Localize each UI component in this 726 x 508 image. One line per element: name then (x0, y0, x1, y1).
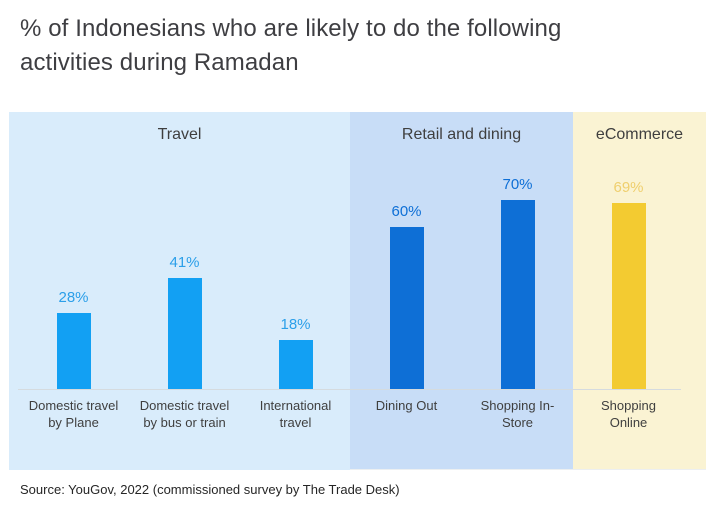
category-label-1: Domestic travel by bus or train (139, 398, 230, 430)
bar-2 (278, 340, 313, 389)
value-label-2: 18% (280, 316, 311, 333)
chart-title-line2: activities during Ramadan (20, 49, 299, 76)
bar-3 (389, 227, 424, 389)
category-label-5: Shopping Online (601, 398, 656, 430)
bar-0 (56, 313, 91, 389)
category-label-3: Dining Out (375, 398, 438, 413)
chart-title: % of Indonesians who are likely to do th… (20, 12, 700, 80)
section-panel-1 (350, 112, 573, 470)
value-label-0: 28% (58, 289, 89, 306)
category-label-2: International travel (259, 398, 332, 430)
section-header-2: eCommerce (595, 126, 684, 143)
chart-title-line1: % of Indonesians who are likely to do th… (20, 15, 562, 42)
x-axis-line (18, 389, 681, 390)
value-label-4: 70% (502, 176, 533, 193)
section-header-1: Retail and dining (401, 126, 522, 143)
bar-4 (500, 200, 535, 389)
source-note: Source: YouGov, 2022 (commissioned surve… (20, 482, 400, 497)
bar-5 (611, 203, 646, 389)
value-label-5: 69% (613, 179, 644, 196)
value-label-1: 41% (169, 254, 200, 271)
bar-1 (167, 278, 202, 389)
section-header-0: Travel (157, 126, 202, 143)
panel-bottom-hairline (350, 469, 706, 470)
value-label-3: 60% (391, 203, 422, 220)
category-label-0: Domestic travel by Plane (28, 398, 119, 430)
category-label-4: Shopping In- Store (480, 398, 555, 430)
